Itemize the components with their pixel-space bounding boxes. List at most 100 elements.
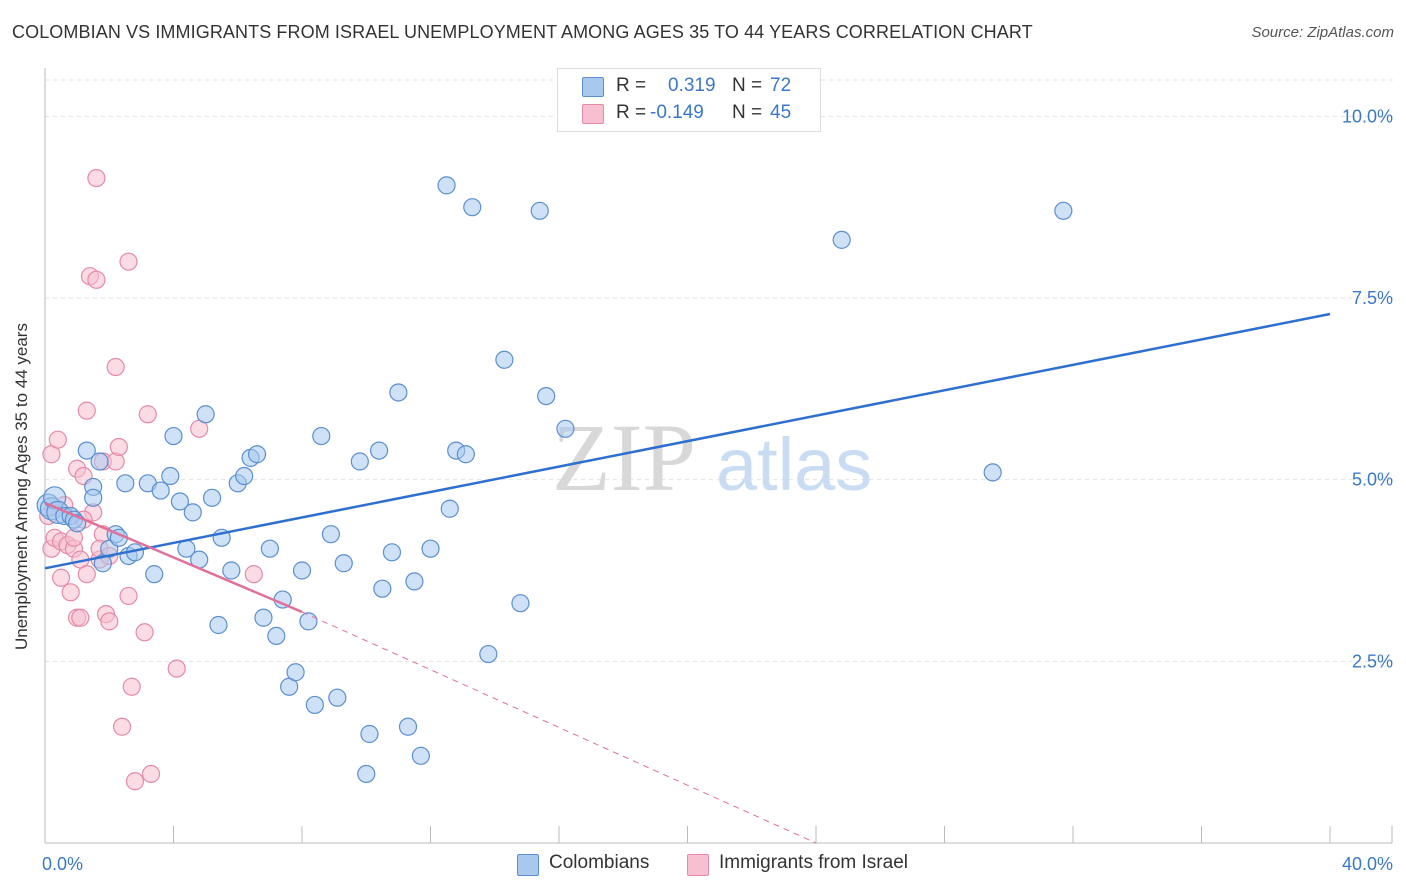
colombian-point — [196, 405, 215, 424]
colombian-point — [222, 561, 241, 580]
y-tick-label: 5.0% — [1352, 470, 1393, 490]
colombian-point — [202, 488, 222, 507]
colombians-swatch — [517, 854, 539, 876]
colombian-point — [170, 492, 190, 511]
legend-r-value: -0.149 — [650, 102, 704, 123]
israel-point — [87, 270, 106, 289]
israel-point — [138, 405, 157, 424]
colombian-point — [77, 441, 96, 460]
israel-point — [119, 586, 138, 606]
colombian-point — [183, 503, 202, 522]
israel-point — [141, 764, 161, 784]
legend-r-label: R = — [616, 102, 647, 123]
y-tick-label: 2.5% — [1352, 651, 1393, 671]
colombian-point — [334, 554, 353, 573]
israel-swatch — [687, 854, 709, 876]
colombian-point — [389, 383, 408, 402]
israel-point — [119, 252, 138, 271]
y-axis-label: Unemployment Among Ages 35 to 44 years — [12, 323, 31, 650]
colombian-point — [440, 499, 459, 518]
watermark: ZIP atlas — [552, 404, 872, 511]
colombian-point — [209, 615, 228, 635]
legend-n-value: 72 — [770, 75, 792, 96]
colombian-point — [350, 452, 369, 471]
colombian-point — [360, 724, 379, 744]
colombian-point — [90, 452, 109, 471]
source-label: Source: ZipAtlas.com — [1251, 24, 1394, 41]
colombian-point — [260, 539, 279, 558]
israel-point — [244, 565, 263, 584]
israel-label: Immigrants from Israel — [719, 852, 908, 873]
colombian-points — [36, 176, 1073, 784]
israel-point — [77, 565, 96, 584]
colombian-point — [373, 579, 392, 598]
colombian-point — [421, 539, 440, 558]
colombian-point — [292, 561, 312, 580]
israel-point — [51, 568, 71, 587]
colombian-point — [398, 717, 418, 736]
colombian-point — [983, 463, 1002, 482]
chart-title: COLOMBIAN VS IMMIGRANTS FROM ISRAEL UNEM… — [12, 22, 1033, 42]
colombian-point — [305, 695, 324, 715]
legend-r-label: R = — [616, 75, 647, 96]
x-tick-label: 40.0% — [1342, 854, 1393, 874]
tick-labels: 2.5% 5.0% 7.5% 10.0% 0.0% 40.0% — [42, 106, 1393, 874]
y-tick-label: 7.5% — [1352, 288, 1393, 308]
israel-point — [109, 437, 128, 457]
colombian-point — [463, 198, 482, 217]
colombian-point — [1054, 201, 1073, 220]
legend-n-label: N = — [732, 102, 763, 123]
trend-lines — [44, 312, 1331, 844]
stats-legend: R = 0.319 N = 72 R = -0.149 N = 45 — [557, 68, 821, 132]
colombian-point — [357, 764, 376, 784]
israel-point — [48, 430, 67, 449]
colombian-point — [511, 594, 530, 613]
colombian-point — [151, 481, 170, 500]
israel-point — [71, 608, 90, 627]
colombian-point — [832, 230, 851, 249]
colombian-point — [299, 612, 318, 631]
legend-n-value: 45 — [770, 102, 792, 123]
colombians-label: Colombians — [549, 852, 650, 873]
y-axis-label-wrap: Unemployment Among Ages 35 to 44 years — [12, 323, 32, 670]
x-tick-label: 0.0% — [42, 854, 83, 874]
colombian-point — [479, 644, 498, 664]
colombian-point — [530, 201, 549, 220]
colombian-point — [328, 688, 347, 707]
colombian-point — [382, 543, 402, 562]
y-tick-label: 10.0% — [1342, 106, 1393, 126]
legend-swatch-pink — [582, 104, 604, 124]
israel-point — [87, 169, 106, 188]
colombian-point — [456, 445, 475, 464]
colombian-point — [161, 466, 180, 486]
colombian-point — [84, 488, 103, 507]
colombian-point — [411, 746, 430, 765]
legend-r-value: 0.319 — [668, 75, 716, 96]
watermark-zip: ZIP — [552, 404, 696, 511]
israel-point — [135, 623, 154, 642]
israel-point — [122, 677, 141, 696]
colombian-point — [321, 525, 341, 544]
colombian-point — [235, 466, 254, 486]
colombian-point — [145, 565, 164, 584]
colombian-point — [116, 474, 135, 493]
colombian-point — [495, 350, 514, 369]
colombian-point — [537, 387, 556, 406]
israel-point — [106, 357, 125, 377]
colombian-trend-line — [44, 312, 1331, 570]
legend-n-label: N = — [732, 75, 763, 96]
colombian-point — [247, 445, 267, 464]
israel-point — [167, 659, 186, 678]
israel-point — [100, 612, 119, 631]
colombian-point — [405, 572, 424, 591]
colombian-point — [312, 426, 331, 446]
colombian-point — [437, 176, 456, 195]
israel-point — [112, 717, 132, 736]
colombian-point — [164, 426, 183, 446]
colombian-point — [267, 626, 286, 646]
israel-point — [61, 583, 80, 602]
israel-trend-line — [44, 501, 303, 614]
israel-point — [125, 772, 145, 791]
colombian-point — [370, 441, 389, 460]
colombian-point — [556, 419, 575, 438]
